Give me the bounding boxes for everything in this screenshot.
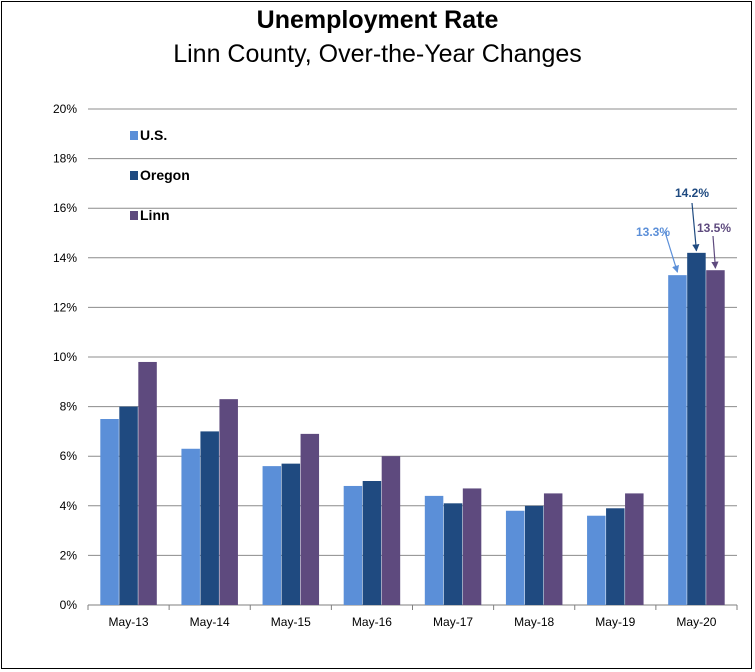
legend-swatch (130, 131, 138, 140)
bar-oregon-may-16 (362, 481, 382, 605)
bar-linn-may-18 (543, 493, 563, 605)
x-tick-label: May-14 (190, 615, 230, 629)
y-tick-label: 6% (60, 449, 78, 463)
bar-oregon-may-13 (119, 406, 138, 605)
bar-us-may-16 (343, 485, 363, 605)
y-tick-label: 12% (53, 300, 77, 314)
bar-us-may-20 (668, 275, 687, 605)
x-tick-label: May-17 (433, 615, 473, 629)
bar-us-may-15 (262, 466, 282, 605)
legend-swatch (130, 171, 138, 180)
bar-linn-may-15 (300, 433, 320, 605)
y-tick-label: 0% (60, 598, 78, 612)
bar-oregon-may-15 (281, 463, 301, 605)
bar-oregon-may-18 (524, 505, 544, 605)
bar-linn-may-14 (219, 399, 238, 605)
data-label: 14.2% (675, 186, 709, 200)
annotation-arrow (711, 235, 719, 269)
annotation-arrow (691, 202, 700, 252)
y-tick-label: 18% (53, 152, 77, 166)
data-label: 13.5% (697, 221, 731, 235)
x-tick-label: May-18 (514, 615, 554, 629)
bar-oregon-may-14 (200, 431, 219, 605)
bar-us-may-14 (181, 448, 200, 605)
bar-linn-may-20 (706, 270, 725, 605)
bar-us-may-19 (587, 515, 606, 605)
x-tick-label: May-19 (595, 615, 635, 629)
legend-label: Oregon (140, 167, 190, 183)
bar-linn-may-16 (381, 456, 401, 605)
bar-oregon-may-20 (687, 252, 706, 605)
annotation-arrow (664, 231, 679, 273)
y-tick-label: 4% (60, 499, 78, 513)
bar-us-may-18 (505, 510, 525, 605)
x-tick-label: May-16 (352, 615, 392, 629)
legend-label: U.S. (140, 127, 167, 143)
x-tick-label: May-20 (676, 615, 716, 629)
y-tick-label: 20% (53, 102, 77, 116)
bar-us-may-13 (100, 419, 119, 605)
bar-us-may-17 (424, 495, 444, 605)
y-tick-label: 8% (60, 400, 78, 414)
y-tick-label: 16% (53, 201, 77, 215)
bar-linn-may-13 (138, 361, 157, 605)
data-label: 13.3% (636, 225, 670, 239)
y-tick-label: 10% (53, 350, 77, 364)
bar-linn-may-17 (462, 488, 482, 605)
y-tick-label: 2% (60, 548, 78, 562)
bar-linn-may-19 (625, 493, 644, 605)
chart-title: Unemployment Rate (256, 6, 499, 34)
legend-label: Linn (140, 207, 170, 223)
x-tick-label: May-15 (271, 615, 311, 629)
x-tick-label: May-13 (109, 615, 149, 629)
y-tick-label: 14% (53, 251, 77, 265)
chart-subtitle: Linn County, Over-the-Year Changes (173, 40, 582, 68)
bar-oregon-may-19 (606, 508, 625, 605)
bar-oregon-may-17 (443, 503, 463, 605)
legend-swatch (130, 211, 138, 220)
